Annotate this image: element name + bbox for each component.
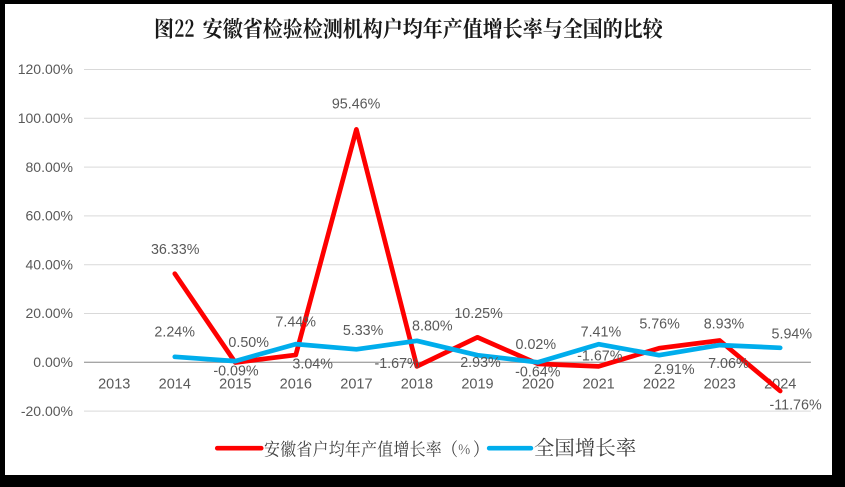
svg-text:8.93%: 8.93% [704,317,745,333]
svg-text:2013: 2013 [98,377,130,393]
svg-text:2023: 2023 [704,377,736,393]
svg-text:0.00%: 0.00% [33,354,73,370]
svg-text:5.76%: 5.76% [639,317,680,333]
svg-text:20.00%: 20.00% [26,305,73,321]
svg-text:7.06%: 7.06% [708,356,749,372]
svg-text:80.00%: 80.00% [26,159,73,175]
svg-text:36.33%: 36.33% [151,242,200,258]
svg-text:2022: 2022 [643,377,675,393]
svg-text:2018: 2018 [401,377,433,393]
svg-text:8.80%: 8.80% [412,319,453,335]
svg-text:7.41%: 7.41% [581,325,622,341]
svg-text:5.94%: 5.94% [772,326,813,342]
svg-text:-0.09%: -0.09% [213,364,259,380]
svg-text:2.93%: 2.93% [460,355,501,371]
svg-text:0.02%: 0.02% [516,337,557,353]
svg-text:95.46%: 95.46% [332,97,381,113]
svg-text:2016: 2016 [280,377,312,393]
svg-text:-1.67%: -1.67% [577,349,623,365]
svg-text:2021: 2021 [582,377,614,393]
svg-text:2024: 2024 [764,377,796,393]
svg-text:-0.64%: -0.64% [515,364,561,380]
svg-text:7.44%: 7.44% [275,315,316,331]
svg-text:120.00%: 120.00% [18,61,73,77]
svg-text:10.25%: 10.25% [454,306,503,322]
svg-text:40.00%: 40.00% [26,256,73,272]
svg-text:100.00%: 100.00% [18,110,73,126]
svg-text:2019: 2019 [461,377,493,393]
svg-text:2020: 2020 [522,377,554,393]
svg-text:0.50%: 0.50% [228,335,269,351]
svg-text:60.00%: 60.00% [26,208,73,224]
svg-text:3.04%: 3.04% [292,356,333,372]
svg-text:2.91%: 2.91% [654,362,695,378]
svg-text:-11.76%: -11.76% [769,398,821,414]
svg-text:5.33%: 5.33% [343,323,384,339]
svg-text:-20.00%: -20.00% [21,403,73,419]
svg-text:2014: 2014 [159,377,191,393]
svg-text:2017: 2017 [340,377,372,393]
svg-text:-1.67%: -1.67% [374,356,420,372]
svg-text:2015: 2015 [219,377,251,393]
svg-text:2.24%: 2.24% [154,325,195,341]
